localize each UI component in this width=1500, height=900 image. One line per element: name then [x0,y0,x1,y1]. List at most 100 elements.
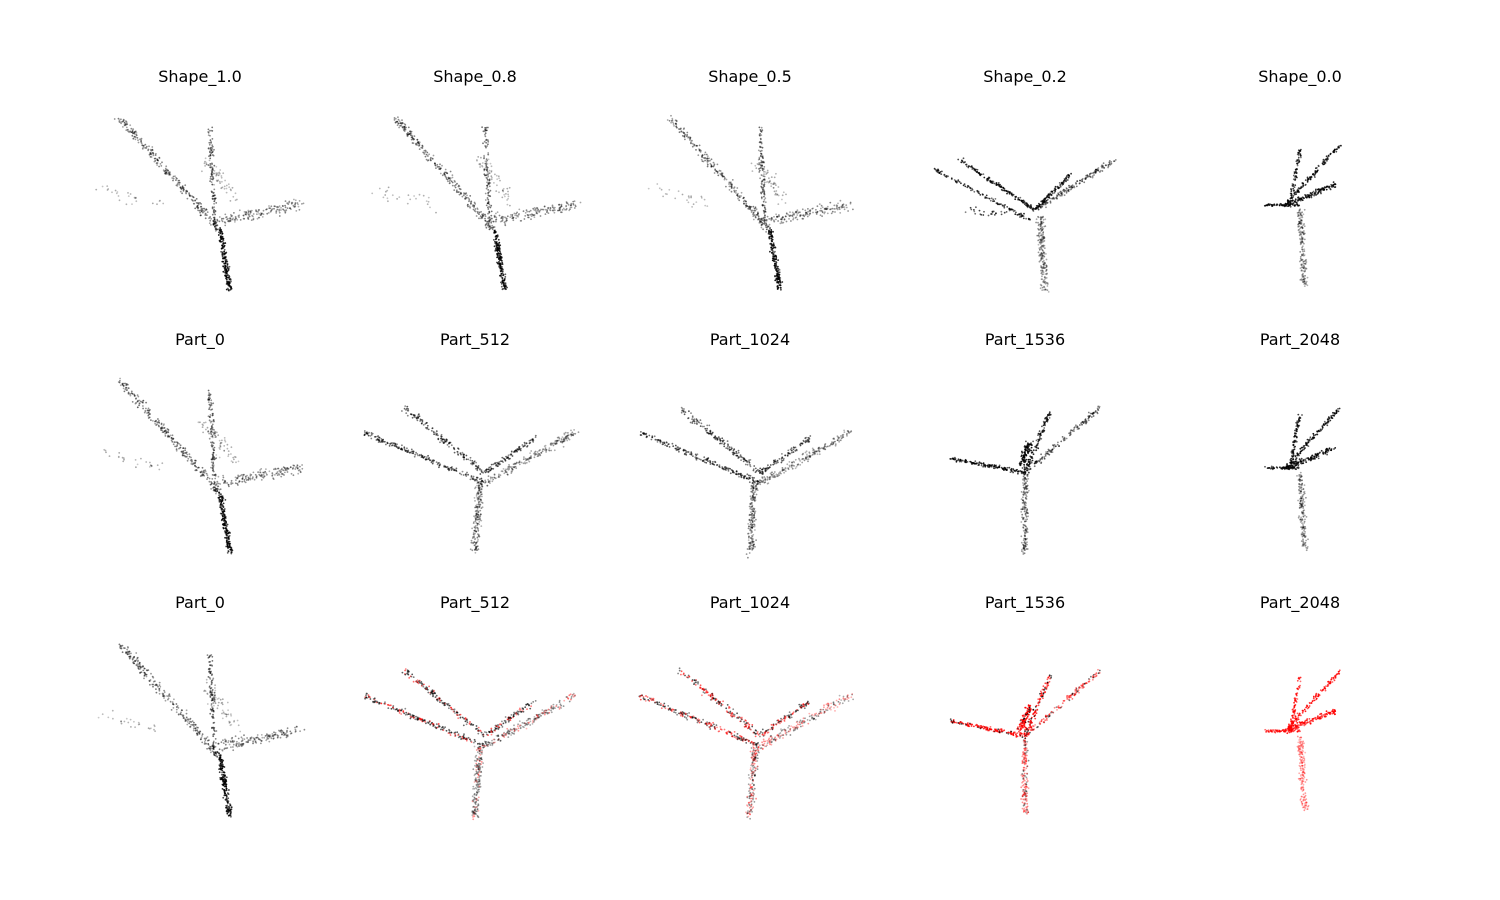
point-r0-c2-9 [745,206,747,208]
point-r0-c2-343 [774,254,777,257]
point-r0-c1-6 [412,142,415,145]
point-r0-c1-675 [501,215,503,218]
point-r0-c2-116 [675,120,678,123]
point-r0-c1-48 [403,129,405,132]
point-r0-c4-501 [1299,251,1302,253]
point-r0-c0-679 [283,209,285,211]
point-r0-c4-228 [1316,188,1319,191]
point-r0-c1-566 [528,210,531,213]
point-r0-c4-539 [1302,213,1305,216]
point-r0-c2-797 [751,170,754,173]
point-r0-c2-179 [738,199,741,202]
point-r0-c4-104 [1309,176,1312,179]
point-r0-c3-594 [1040,269,1042,272]
point-r1-c0-172 [194,469,197,472]
point-r0-c0-366 [227,268,230,270]
point-r0-c0-613 [244,211,247,214]
point-r1-c1-116 [459,472,461,475]
point-r0-c1-535 [487,194,490,197]
point-r0-c2-212 [757,217,760,220]
point-r0-c2-783 [767,171,769,174]
point-r0-c1-698 [501,220,503,222]
point-r0-c1-234 [436,166,439,168]
point-r0-c3-269 [962,184,965,187]
point-r1-c0-690 [253,478,256,481]
point-r1-c0-254 [171,440,174,443]
point-r1-c0-75 [209,483,212,486]
point-r0-c0-745 [216,180,219,183]
point-r0-c2-173 [703,153,706,156]
point-r0-c0-205 [178,182,180,184]
point-r0-c2-674 [786,213,788,215]
point-r1-c0-803 [218,439,221,442]
point-r0-c0-595 [296,202,299,204]
point-r0-c0-36 [217,228,220,231]
point-r0-c1-476 [488,211,491,214]
point-r0-c1-182 [427,159,430,162]
point-r0-c2-679 [818,203,821,206]
point-r0-c0-473 [209,166,212,169]
point-r0-c4-215 [1316,193,1318,196]
point-r0-c0-753 [224,179,227,182]
point-r0-c3-425 [1092,172,1095,174]
point-r0-c3-383 [1063,194,1066,197]
point-r0-c2-751 [757,158,760,161]
point-r0-c0-405 [227,281,230,284]
point-r0-c1-545 [487,139,489,142]
point-r0-c3-240 [1015,211,1017,214]
point-r0-c1-115 [407,134,409,137]
point-r0-c0-733 [106,189,109,191]
point-r0-c1-299 [500,283,503,285]
point-r0-c1-415 [498,246,501,249]
point-r1-c1-29 [469,478,472,481]
point-r1-c0-236 [183,452,185,455]
point-r0-c0-134 [201,209,204,211]
point-r0-c4-325 [1298,160,1301,163]
point-r0-c0-667 [252,213,255,215]
point-r0-c3-609 [1037,224,1040,227]
point-r0-c0-201 [163,172,166,175]
point-r0-c2-734 [658,187,661,190]
point-r0-c4-326 [1293,186,1296,189]
point-r0-c4-309 [1299,155,1302,157]
point-r0-c1-80 [424,155,427,158]
point-r0-c0-51 [154,159,157,162]
point-r1-c1-95 [412,452,415,455]
point-r0-c2-128 [753,214,755,216]
point-r1-c0-657 [243,473,245,476]
point-r0-c3-118 [1005,190,1008,192]
point-r0-c1-718 [547,206,550,209]
point-r1-c0-603 [247,476,250,479]
point-r0-c0-31 [132,128,135,131]
point-r0-c2-82 [672,121,674,124]
point-r0-c1-250 [473,206,475,209]
point-r0-c0-559 [210,142,212,144]
point-r0-c2-390 [770,243,773,246]
point-r0-c1-139 [397,122,400,125]
point-r1-c1-326 [416,419,419,422]
point-r0-c0-43 [192,202,195,205]
point-r0-c1-679 [516,211,518,214]
point-r0-c0-737 [134,197,137,200]
point-r0-c1-705 [573,200,576,203]
point-r0-c4-480 [1298,225,1300,228]
point-r0-c2-169 [716,163,719,166]
point-r0-c0-543 [212,220,215,222]
point-r0-c1-658 [526,210,529,213]
point-r0-c0-700 [245,212,248,214]
point-r0-c3-716 [1043,276,1046,278]
point-r0-c1-584 [572,202,575,205]
point-r0-c1-682 [504,216,506,219]
point-r1-c1-337 [475,464,477,467]
point-r0-c0-82 [129,124,132,127]
point-r0-c2-551 [761,156,764,159]
point-r1-c0-392 [225,520,227,523]
point-r0-c1-600 [515,217,517,220]
point-r0-c2-141 [721,175,724,178]
point-r1-c1-19 [391,444,393,447]
point-r1-c0-427 [227,532,230,534]
point-r0-c1-542 [488,179,491,182]
point-r0-c1-171 [410,132,413,135]
point-r1-c0-61 [129,393,132,395]
point-r1-c0-228 [125,383,128,385]
